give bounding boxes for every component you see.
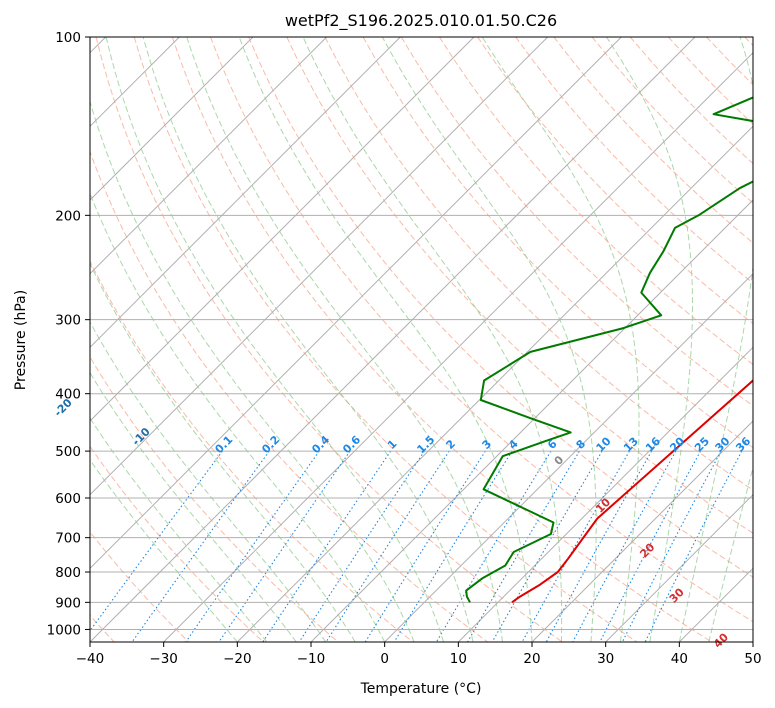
dry-adiabat	[286, 37, 753, 534]
mixing-ratio-line	[393, 450, 513, 642]
y-tick-label: 100	[55, 30, 81, 46]
dry-adiabat	[133, 37, 638, 642]
isotherm	[90, 37, 622, 570]
profile-lines	[465, 96, 753, 604]
moist-adiabat	[678, 37, 753, 642]
dry-adiabat	[95, 37, 563, 642]
mixing-ratio-line	[521, 450, 630, 642]
background-lines	[90, 37, 753, 642]
mixing-ratio-line	[298, 450, 425, 642]
moist-adiabat	[90, 459, 238, 642]
isotherm	[605, 493, 753, 642]
y-tick-label: 1000	[47, 622, 81, 638]
mixing-ratio-line	[644, 450, 743, 642]
moist-adiabat	[142, 37, 474, 642]
y-axis-ticks: 100 200 300 400 500 600 700 800 900 1000	[47, 30, 90, 638]
moist-adiabat	[238, 37, 533, 642]
isotherm	[90, 37, 475, 422]
x-tick-label: 30	[597, 651, 614, 667]
x-tick-label: −20	[223, 651, 252, 667]
isotherm	[457, 346, 753, 642]
plot-frame	[89, 36, 754, 643]
moist-adiabat	[381, 37, 597, 642]
y-tick-label: 400	[55, 387, 81, 403]
mixing-ratio-line	[218, 450, 351, 642]
isotherm	[90, 37, 254, 201]
mixing-ratio-line	[572, 450, 677, 642]
isotherm	[90, 37, 328, 275]
dry-adiabat	[400, 37, 753, 407]
mixing-ratio-line	[599, 450, 701, 642]
x-tick-label: 0	[380, 651, 389, 667]
x-tick-label: 40	[671, 651, 688, 667]
y-tick-label: 300	[55, 313, 81, 329]
isotherm	[163, 51, 753, 642]
dry-adiabat	[90, 356, 339, 642]
y-tick-label: 900	[55, 595, 81, 611]
moist-adiabat	[302, 37, 563, 642]
moist-adiabat	[481, 37, 640, 642]
y-tick-label: 700	[55, 531, 81, 547]
isotherm	[236, 125, 753, 642]
isotherm	[310, 199, 753, 642]
y-tick-label: 500	[55, 444, 81, 460]
chart-title: wetPf2_S196.2025.010.01.50.C26	[285, 11, 557, 31]
x-tick-label: 10	[450, 651, 467, 667]
x-tick-label: −10	[297, 651, 326, 667]
x-tick-label: 50	[744, 651, 761, 667]
y-tick-label: 600	[55, 491, 81, 507]
dry-adiabat	[90, 445, 264, 642]
x-axis-ticks: −40 −30 −20 −10 0 10 20 30 40 50	[76, 642, 762, 667]
x-axis-label: Temperature (°C)	[360, 681, 482, 697]
temperature-line	[511, 379, 753, 604]
isotherm	[531, 420, 753, 642]
y-tick-label: 800	[55, 565, 81, 581]
dry-adiabat	[90, 150, 488, 642]
isotherm	[90, 37, 696, 642]
mixing-ratio-line	[262, 450, 392, 642]
y-axis-label: Pressure (hPa)	[13, 290, 29, 390]
isotherm	[90, 37, 549, 496]
dry-adiabat	[324, 37, 753, 491]
moist-adiabat	[606, 37, 693, 642]
moist-adiabat	[90, 262, 356, 642]
moist-adiabat	[186, 37, 503, 642]
dry-adiabat	[210, 37, 753, 623]
moist-adiabat	[90, 417, 268, 642]
mixing-ratio-line	[90, 450, 223, 632]
y-tick-label: 200	[55, 208, 81, 224]
x-tick-label: −30	[149, 651, 178, 667]
dry-adiabat	[248, 37, 753, 578]
mixing-ratio-line	[185, 450, 320, 642]
moist-adiabat	[90, 371, 297, 642]
mixing-ratio-line	[621, 450, 722, 642]
isotherm	[90, 37, 401, 349]
moist-adiabat	[90, 192, 386, 642]
dry-adiabat	[362, 37, 753, 449]
dewpoint-line	[465, 96, 753, 603]
moist-adiabat	[105, 37, 445, 642]
x-tick-label: 20	[523, 651, 540, 667]
mixing-ratio-line	[491, 450, 603, 642]
mixing-ratio-line	[545, 450, 653, 642]
isotherm	[384, 272, 753, 642]
x-tick-label: −40	[76, 651, 105, 667]
